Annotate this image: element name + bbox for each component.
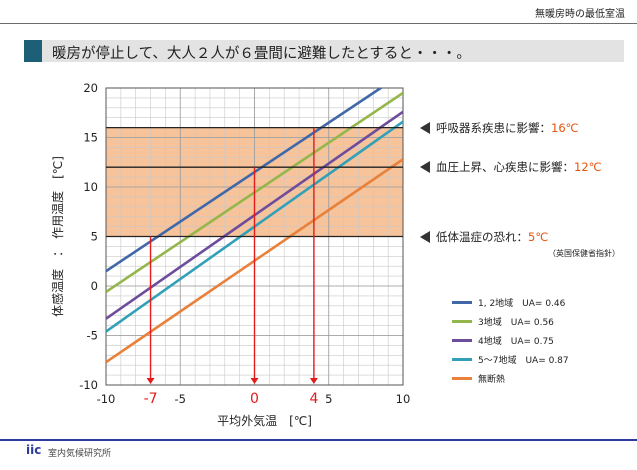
marker-label: 4 [309, 391, 318, 407]
marker-label: -7 [144, 391, 158, 407]
x-tick-label: -10 [97, 392, 116, 406]
annotation-value: 16℃ [551, 121, 579, 135]
legend-swatch [452, 320, 472, 323]
annotation-arrow-icon [420, 122, 430, 134]
y-tick-label: 5 [91, 230, 98, 244]
legend-swatch [452, 339, 472, 342]
legend-item: 無断熱 [452, 369, 569, 388]
y-axis-label: 体感温度 ： 作用温度 [℃] [50, 156, 65, 317]
x-tick-label: 5 [325, 392, 332, 406]
x-axis-label: 平均外気温 [℃] [217, 413, 312, 428]
y-tick-label: 10 [83, 180, 98, 194]
marker-arrow [309, 378, 318, 384]
legend-label: 無断熱 [478, 375, 506, 385]
annotation-blood-pressure: 血圧上昇、心疾患に影響：12℃ [436, 159, 602, 175]
legend-label: 1, 2地域 UA= 0.46 [478, 299, 566, 309]
y-tick-label: 20 [83, 81, 98, 95]
legend-swatch [452, 301, 472, 304]
annotation-hypothermia: 低体温症の恐れ：5℃ [436, 229, 548, 245]
banner-text: 暖房が停止して、大人２人が６畳間に避難したとすると・・・。 [52, 46, 471, 62]
marker-label: 0 [250, 391, 259, 407]
y-tick-label: 0 [91, 279, 98, 293]
legend-swatch [452, 358, 472, 361]
annotation-text: 呼吸器系疾患に影響： [436, 121, 551, 135]
chart-legend: 1, 2地域 UA= 0.46 3地域 UA= 0.56 4地域 UA= 0.7… [452, 293, 569, 388]
annotation-source: （英国保健省指針） [548, 249, 620, 258]
annotation-text: 低体温症の恐れ： [436, 230, 528, 244]
footer-logo: iic [26, 443, 42, 457]
legend-item: 4地域 UA= 0.75 [452, 331, 569, 350]
footer-rule [0, 439, 637, 441]
header-title: 無暖房時の最低室温 [535, 9, 625, 20]
annotation-respiratory: 呼吸器系疾患に影響：16℃ [436, 120, 579, 136]
y-tick-label: -10 [79, 378, 98, 392]
annotation-text: 血圧上昇、心疾患に影響： [436, 160, 574, 174]
annotation-value: 5℃ [528, 230, 549, 244]
legend-item: 1, 2地域 UA= 0.46 [452, 293, 569, 312]
legend-item: 3地域 UA= 0.56 [452, 312, 569, 331]
annotation-value: 12℃ [574, 160, 602, 174]
title-banner [24, 40, 624, 62]
annotation-arrow-icon [420, 161, 430, 173]
legend-label: 5～7地域 UA= 0.87 [478, 356, 569, 366]
legend-label: 3地域 UA= 0.56 [478, 318, 554, 328]
legend-item: 5～7地域 UA= 0.87 [452, 350, 569, 369]
legend-label: 4地域 UA= 0.75 [478, 337, 554, 347]
footer-org: 室内気候研究所 [48, 449, 112, 459]
y-tick-label: -5 [87, 329, 98, 343]
legend-swatch [452, 377, 472, 380]
banner-mark [24, 40, 42, 62]
x-tick-label: 10 [396, 392, 411, 406]
x-tick-label: -5 [175, 392, 186, 406]
marker-arrow [146, 378, 155, 384]
marker-arrow [250, 378, 259, 384]
header-rule [0, 23, 637, 24]
annotation-arrow-icon [420, 231, 430, 243]
y-tick-label: 15 [83, 131, 98, 145]
